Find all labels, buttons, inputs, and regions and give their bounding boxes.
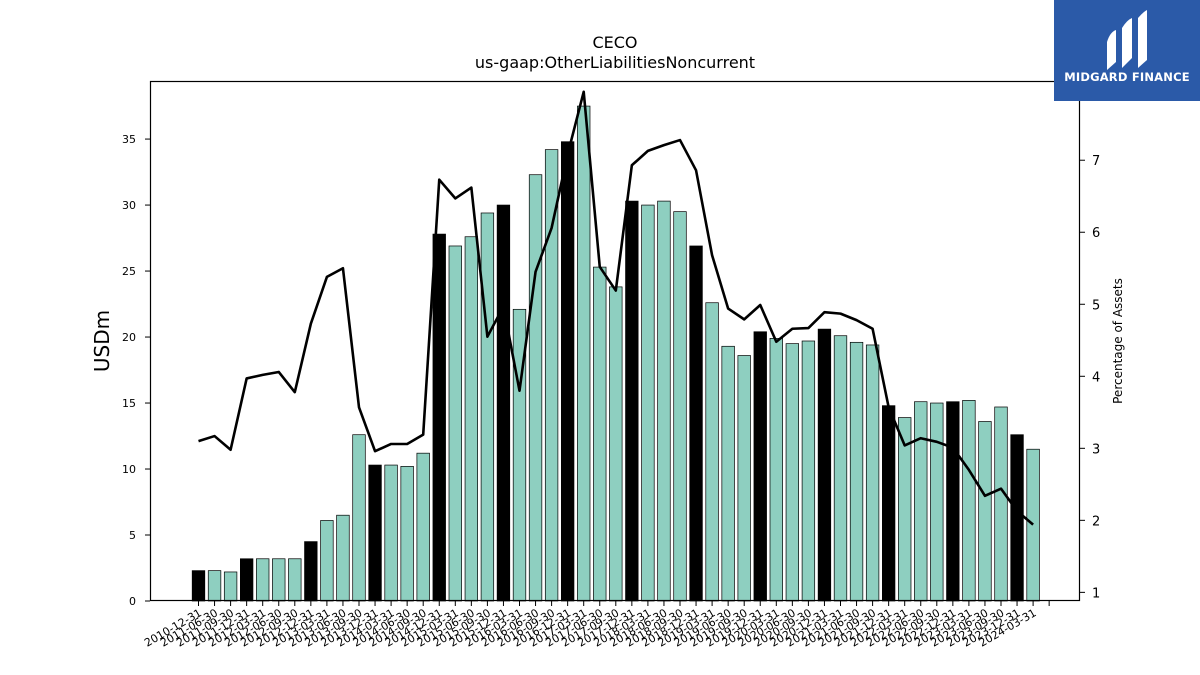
- y-tick-label: 5: [129, 529, 136, 542]
- y-tick-label: 35: [122, 133, 136, 146]
- y-tick-label: 10: [122, 463, 136, 476]
- bar: [641, 204, 655, 602]
- y2-tick-label: 5: [1092, 298, 1100, 313]
- y2-tick-label: 6: [1092, 226, 1100, 241]
- bar: [223, 571, 238, 602]
- y2-tick-label: 2: [1092, 514, 1100, 529]
- bar: [737, 355, 751, 602]
- logo-text: MIDGARD FINANCE: [1064, 70, 1190, 84]
- x-axis: 2010-12-312011-06-302011-09-302011-12-31…: [142, 601, 1050, 650]
- line-layer: [198, 90, 1034, 526]
- bar: [673, 211, 687, 602]
- bar: [817, 328, 832, 602]
- bar: [946, 401, 960, 602]
- y2-tick-label: 4: [1092, 370, 1100, 385]
- bar: [978, 421, 992, 602]
- y-axis-label: USDm: [90, 310, 114, 372]
- bar: [207, 570, 222, 602]
- bar: [352, 434, 366, 602]
- bar: [753, 331, 767, 602]
- bar: [336, 514, 350, 602]
- bar: [609, 286, 623, 602]
- bar: [432, 233, 446, 602]
- bar: [544, 149, 559, 602]
- chart-subtitle: us-gaap:OtherLiabilitiesNoncurrent: [475, 53, 755, 72]
- bar: [1026, 448, 1040, 602]
- bar: [1010, 434, 1024, 602]
- bar: [833, 335, 848, 602]
- bar: [368, 464, 382, 602]
- bar: [994, 406, 1008, 602]
- bar: [464, 236, 478, 602]
- bar: [657, 200, 671, 602]
- bar: [785, 343, 799, 602]
- y-axis-right: 1 2 3 4 5 6 7: [1080, 154, 1100, 601]
- bar: [400, 466, 414, 602]
- bar: [288, 558, 302, 602]
- bar: [384, 464, 398, 602]
- plot-frame: [149, 80, 1081, 602]
- bar: [480, 212, 495, 602]
- y-tick-label: 15: [122, 397, 136, 410]
- y-tick-label: 25: [122, 265, 136, 278]
- bar: [689, 245, 703, 602]
- chart-title: CECO: [592, 33, 637, 52]
- bar: [304, 541, 318, 602]
- bar: [240, 558, 254, 602]
- y-tick-label: 20: [122, 331, 136, 344]
- y-tick-label: 30: [122, 199, 136, 212]
- bar: [577, 105, 591, 602]
- y2-tick-label: 1: [1092, 586, 1100, 601]
- bar: [721, 345, 735, 602]
- bars-layer: [191, 105, 1040, 602]
- bar: [593, 266, 607, 602]
- y2-tick-label: 3: [1092, 442, 1100, 457]
- bar: [849, 341, 864, 602]
- bar: [448, 245, 462, 602]
- y2-axis-label: Percentage of Assets: [1111, 278, 1125, 404]
- logo-mark-icon: [1107, 10, 1147, 70]
- bar: [930, 402, 944, 602]
- bar: [881, 405, 896, 602]
- y2-tick-label: 7: [1092, 154, 1100, 169]
- bar: [256, 558, 270, 602]
- bar: [705, 302, 719, 602]
- bar: [801, 340, 816, 602]
- bar: [865, 344, 880, 602]
- bar: [191, 570, 206, 602]
- bar: [416, 452, 430, 602]
- bar: [769, 338, 783, 602]
- bar: [528, 174, 543, 602]
- y-tick-label: 0: [129, 595, 136, 608]
- bar: [962, 400, 976, 602]
- series-line-percentage-of-assets: [198, 90, 1034, 526]
- bar: [560, 141, 575, 602]
- bar: [320, 520, 334, 602]
- bar: [272, 558, 286, 602]
- bar: [496, 204, 511, 602]
- y-axis-left: 0 5 10 15 20 25 30 35: [122, 133, 150, 608]
- bar: [625, 200, 639, 602]
- logo: MIDGARD FINANCE: [1054, 0, 1200, 101]
- bar: [914, 401, 928, 602]
